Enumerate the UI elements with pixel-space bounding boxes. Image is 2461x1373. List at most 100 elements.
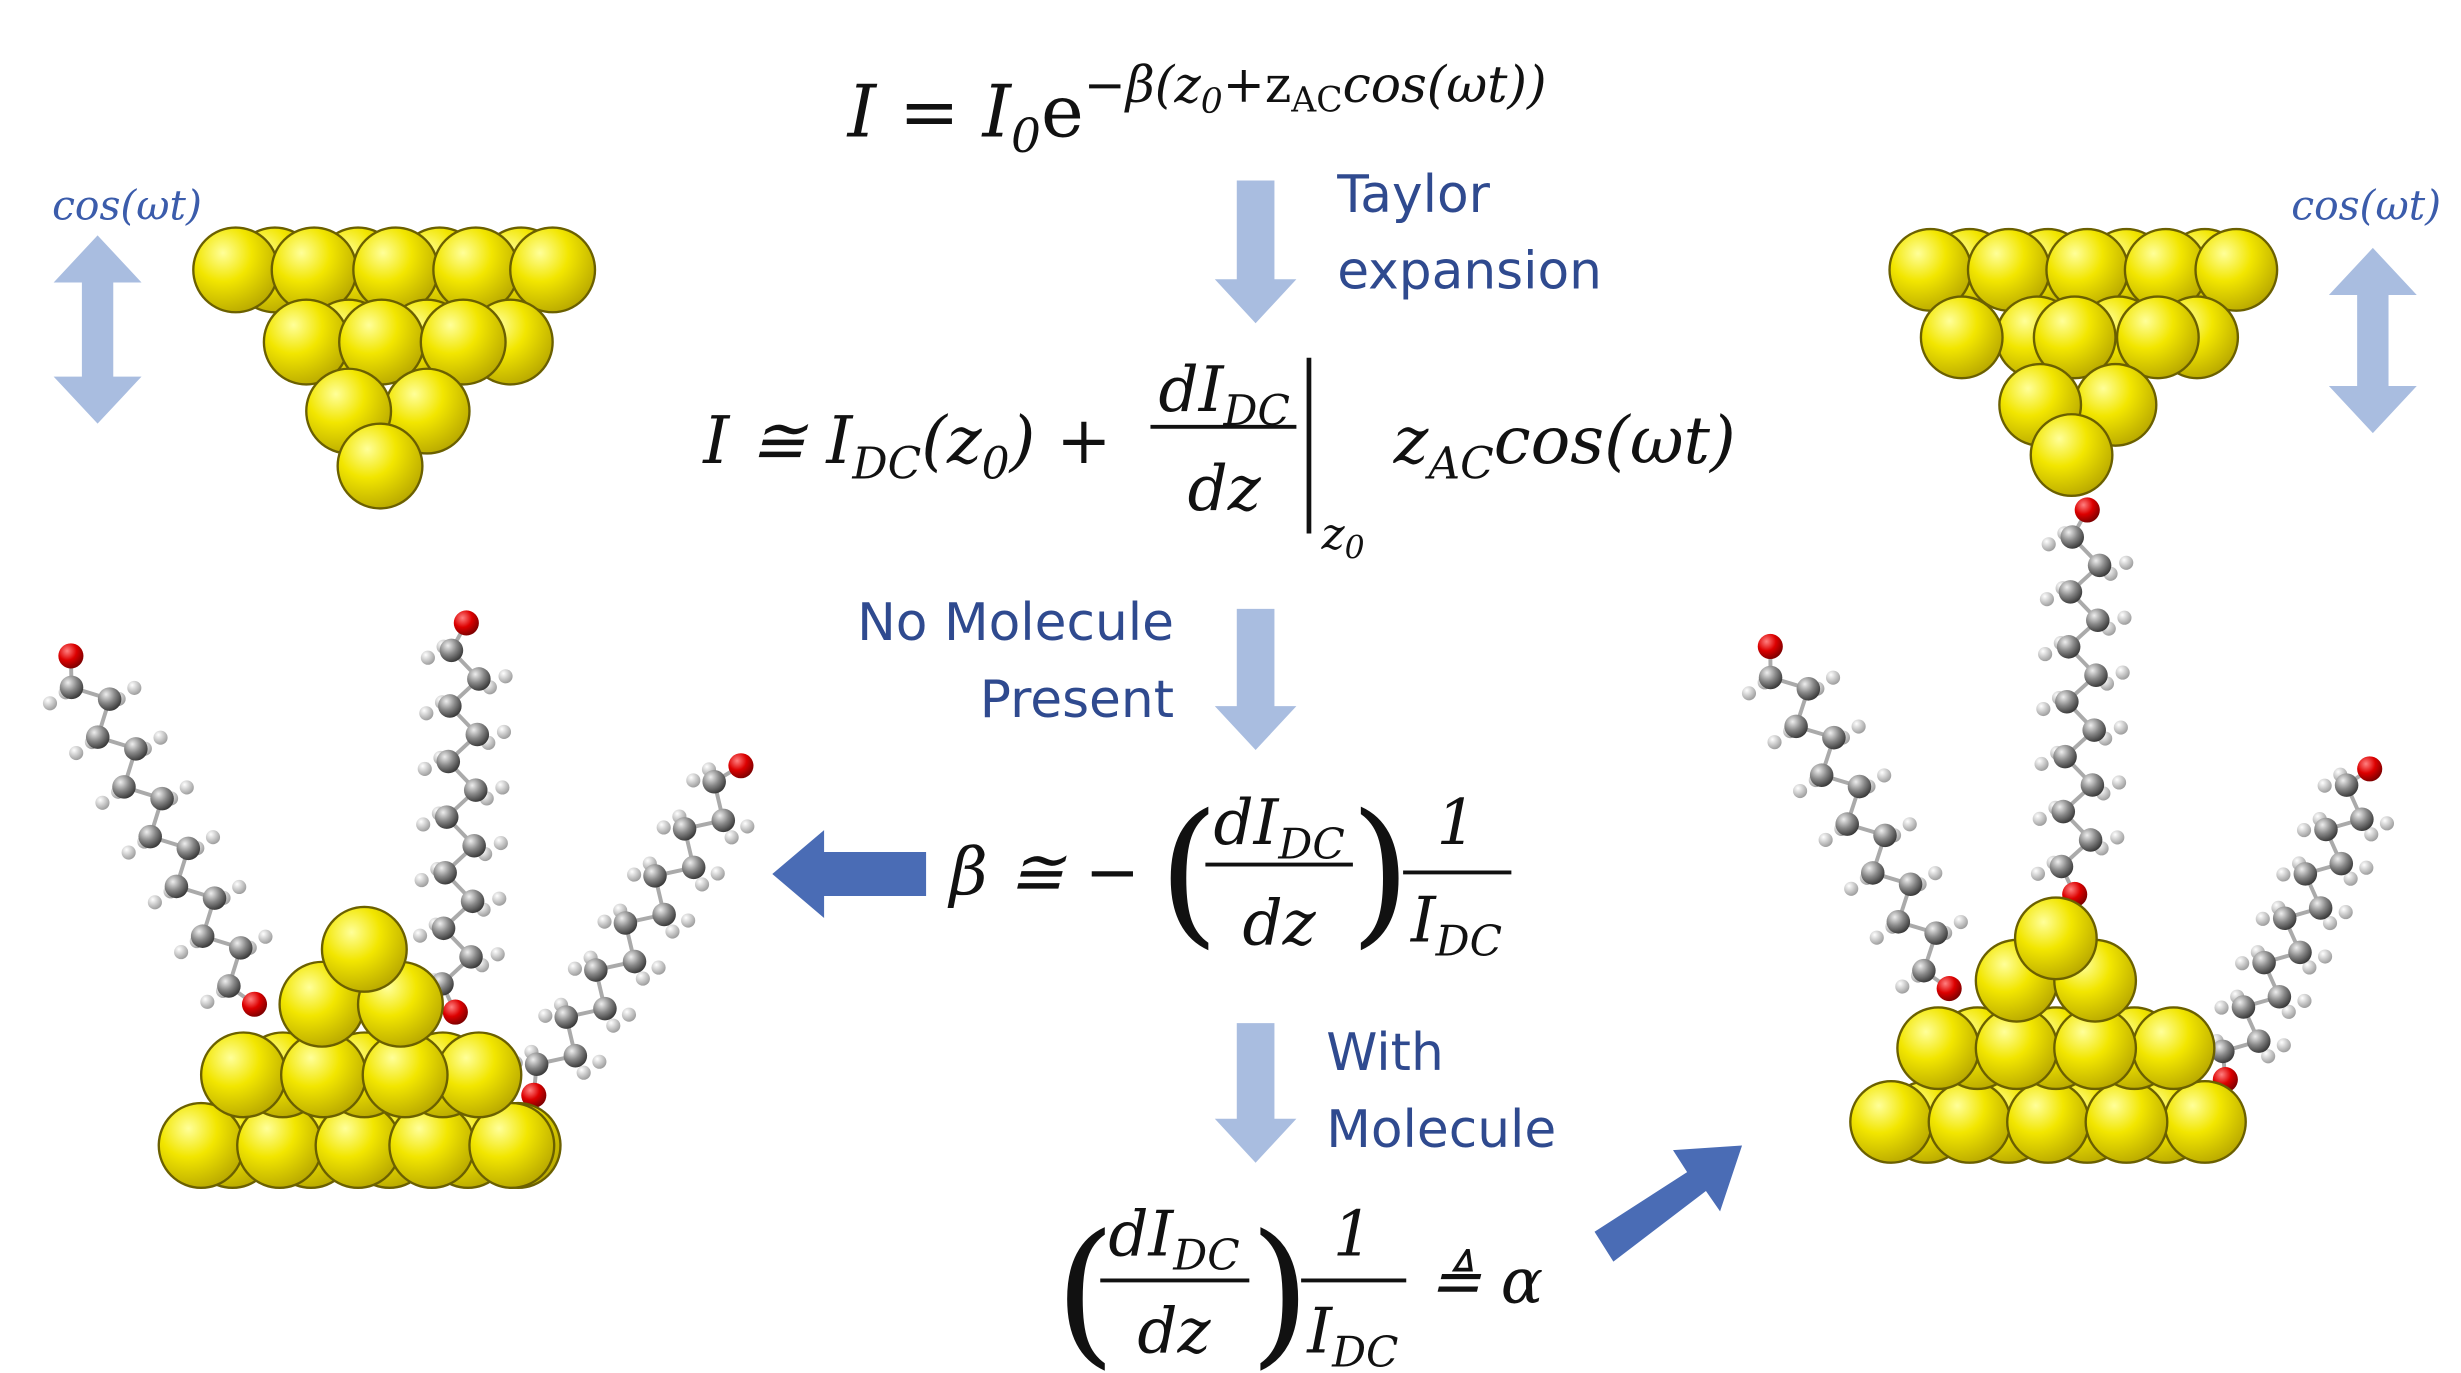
carbon-atom: [465, 722, 490, 747]
eq-part: I: [1306, 1295, 1333, 1368]
carbon-atom: [613, 911, 638, 935]
denominator: IDC: [1410, 883, 1502, 965]
carbon-atom: [124, 737, 148, 761]
carbon-atom: [2078, 828, 2103, 852]
alpha-rhs: ≜ α: [1428, 1244, 1543, 1317]
gold-atom: [2084, 1079, 2169, 1164]
carbon-atom: [584, 958, 608, 982]
hydrogen-atom: [1767, 735, 1782, 750]
gold-atom: [320, 905, 408, 993]
eq-part: cos(ωt): [1494, 402, 1736, 479]
hydrogen-atom: [694, 877, 710, 892]
eq-part: dI: [1108, 1197, 1174, 1270]
eq-part: (z: [921, 402, 983, 479]
gold-atom: [1896, 1006, 1981, 1091]
result-arrow: [772, 830, 927, 918]
gold-atom: [1927, 1079, 2012, 1164]
carbon-atom: [2252, 950, 2276, 975]
gold-atom: [336, 422, 424, 510]
eq-part: dI: [1213, 786, 1279, 859]
paren: (: [1055, 1201, 1116, 1373]
hydrogen-atom: [2261, 1049, 2276, 1064]
hydrogen-atom: [2036, 701, 2051, 717]
carbon-atom: [459, 945, 483, 969]
hydrogen-atom: [2338, 905, 2353, 920]
numerator: dIDC: [1213, 786, 1344, 868]
oxygen-atom: [521, 1082, 547, 1108]
eq-part: DC: [1172, 1230, 1239, 1279]
carbon-atom: [2060, 525, 2085, 549]
step-label: With: [1326, 1023, 1444, 1083]
eq-part: DC: [851, 439, 921, 490]
hydrogen-atom: [147, 895, 162, 910]
eq-part: 0: [1201, 82, 1223, 122]
hydrogen-atom: [2317, 778, 2332, 793]
double-arrow: [2328, 247, 2417, 434]
hydrogen-atom: [710, 866, 725, 881]
gold-atom: [2115, 295, 2200, 380]
hydrogen-atom: [420, 650, 435, 665]
hydrogen-atom: [621, 1007, 637, 1022]
carbon-atom: [2055, 689, 2079, 714]
hydrogen-atom: [567, 961, 582, 976]
hydrogen-atom: [493, 836, 508, 851]
gold-atom: [509, 226, 597, 314]
gold-atom: [1919, 295, 2004, 380]
numerator: 1: [1436, 786, 1476, 859]
eq-part: 0: [1345, 531, 1365, 567]
eq-part: z: [1321, 509, 1346, 560]
carbon-atom: [2267, 984, 2292, 1009]
eq-part: dI: [1159, 353, 1225, 426]
hydrogen-atom: [2255, 911, 2270, 926]
carbon-atom: [436, 749, 461, 774]
hydrogen-atom: [635, 971, 650, 986]
eq-part: DC: [1435, 917, 1502, 966]
denominator: IDC: [1306, 1295, 1398, 1373]
carbon-atom: [1809, 763, 1834, 787]
carbon-atom: [2056, 635, 2081, 659]
hydrogen-atom: [1844, 881, 1859, 896]
hydrogen-atom: [681, 913, 696, 928]
gold-atom: [2029, 413, 2114, 498]
denominator: dz: [1137, 1295, 1211, 1368]
carbon-atom: [431, 916, 456, 941]
taylor-equation: I ≅ IDC(z0) +: [702, 402, 1111, 490]
carbon-atom: [462, 833, 486, 858]
oxygen-atom: [728, 753, 754, 779]
oxygen-atom: [241, 991, 268, 1017]
hydrogen-atom: [1895, 979, 1910, 994]
hydrogen-atom: [2115, 665, 2130, 680]
gold-atom: [2194, 227, 2279, 312]
hydrogen-atom: [121, 845, 136, 860]
oxygen-atom: [1936, 976, 1962, 1002]
carbon-atom: [2053, 744, 2077, 769]
down-arrow: [1214, 1023, 1297, 1163]
hydrogen-atom: [1818, 832, 1833, 847]
hydrogen-atom: [2039, 592, 2054, 607]
step-label: Molecule: [1326, 1100, 1556, 1160]
hydrogen-atom: [417, 761, 432, 776]
carbon-atom: [2246, 1029, 2271, 1053]
carbon-atom: [2058, 580, 2083, 604]
eq-part: 0: [1011, 109, 1041, 164]
eq-part: I: [1410, 883, 1437, 956]
carbon-atom: [202, 886, 227, 910]
carbon-atom: [138, 824, 162, 849]
hydrogen-atom: [2110, 830, 2125, 845]
current-equation: I = I0e−β(z0+zACcos(ωt)): [846, 55, 1547, 164]
eq-part: AC: [1290, 80, 1342, 120]
carbon-atom: [59, 675, 84, 700]
hydrogen-atom: [576, 1065, 591, 1080]
carbon-atom: [1886, 910, 1911, 934]
hydrogen-atom: [1869, 930, 1884, 945]
hydrogen-atom: [412, 928, 428, 943]
hydrogen-atom: [42, 696, 58, 711]
carbon-atom: [1822, 725, 1846, 750]
hydrogen-atom: [627, 867, 642, 882]
gold-atom: [2131, 1006, 2216, 1091]
hydrogen-atom: [205, 830, 221, 845]
carbon-atom: [681, 855, 706, 880]
numerator: dIDC: [1108, 1197, 1239, 1279]
carbon-atom: [2308, 896, 2333, 920]
hydrogen-atom: [651, 960, 666, 975]
